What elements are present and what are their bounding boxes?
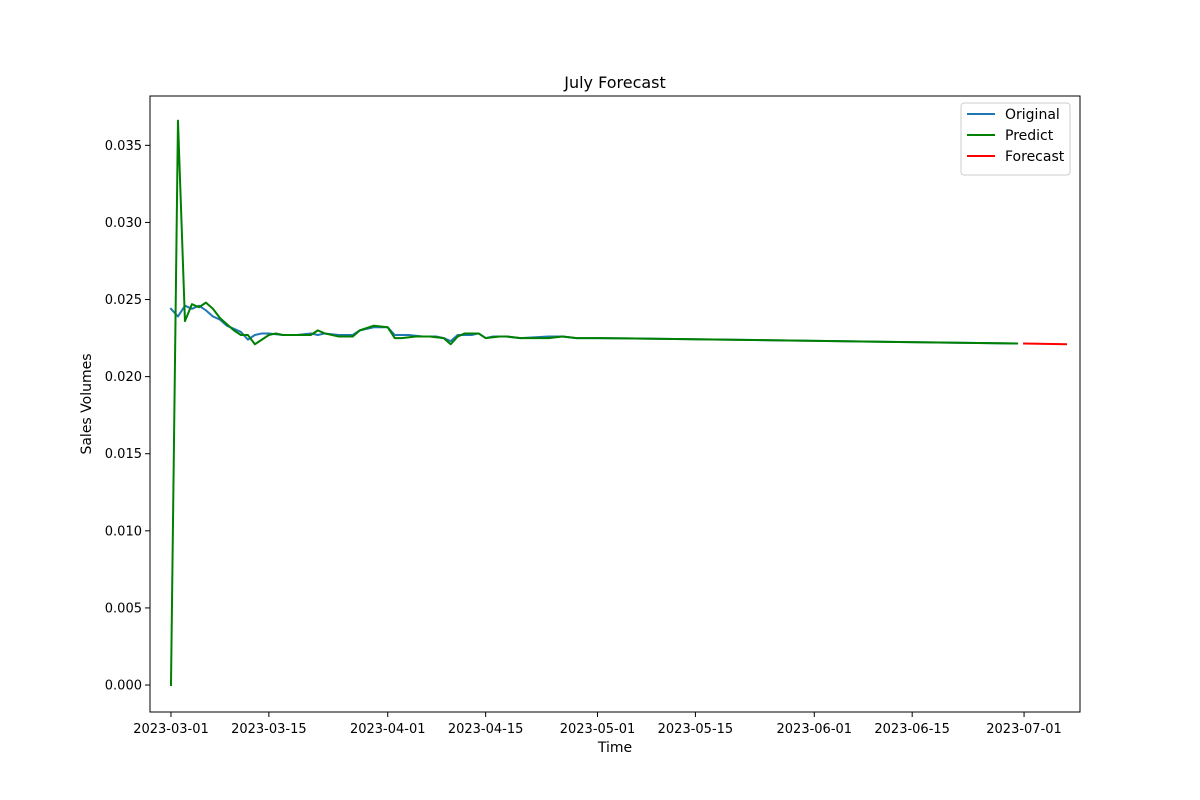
plot-frame (149, 95, 1081, 713)
x-tick-label: 2023-03-01 (133, 722, 209, 737)
y-tick-label: 0.005 (105, 601, 142, 616)
y-axis-label: Sales Volumes (79, 353, 95, 454)
x-tick-label: 2023-04-01 (350, 722, 426, 737)
y-tick-label: 0.025 (105, 293, 142, 308)
x-tick-label: 2023-06-15 (874, 722, 950, 737)
x-tick-label: 2023-04-15 (448, 722, 524, 737)
legend: Original Predict Forecast (960, 102, 1071, 176)
legend-label-original: Original (1005, 107, 1060, 123)
x-tick-label: 2023-03-15 (231, 722, 307, 737)
x-tick-label: 2023-07-01 (986, 722, 1062, 737)
plot-area (150, 96, 1080, 712)
y-tick-label: 0.010 (105, 524, 142, 539)
y-axis: 0.000 0.005 0.010 0.015 0.020 0.025 0.030 0.035 (105, 139, 150, 694)
y-tick-label: 0.000 (105, 679, 142, 694)
chart-title: July Forecast (563, 73, 666, 92)
legend-label-predict: Predict (1005, 128, 1054, 144)
x-axis-label: Time (597, 740, 632, 756)
y-tick-label: 0.020 (105, 370, 142, 385)
y-tick-label: 0.030 (105, 216, 142, 231)
series-line-forecast (1023, 342, 1068, 346)
series-line-predict (169, 119, 1019, 687)
series-layer (169, 119, 1068, 687)
legend-label-forecast: Forecast (1005, 149, 1065, 165)
x-axis: 2023-03-01 2023-03-15 2023-04-01 2023-04-15… (133, 712, 1062, 737)
x-tick-label: 2023-06-01 (777, 722, 853, 737)
x-tick-label: 2023-05-15 (658, 722, 734, 737)
x-tick-label: 2023-05-01 (560, 722, 636, 737)
y-tick-label: 0.015 (105, 447, 142, 462)
y-tick-label: 0.035 (105, 139, 142, 154)
